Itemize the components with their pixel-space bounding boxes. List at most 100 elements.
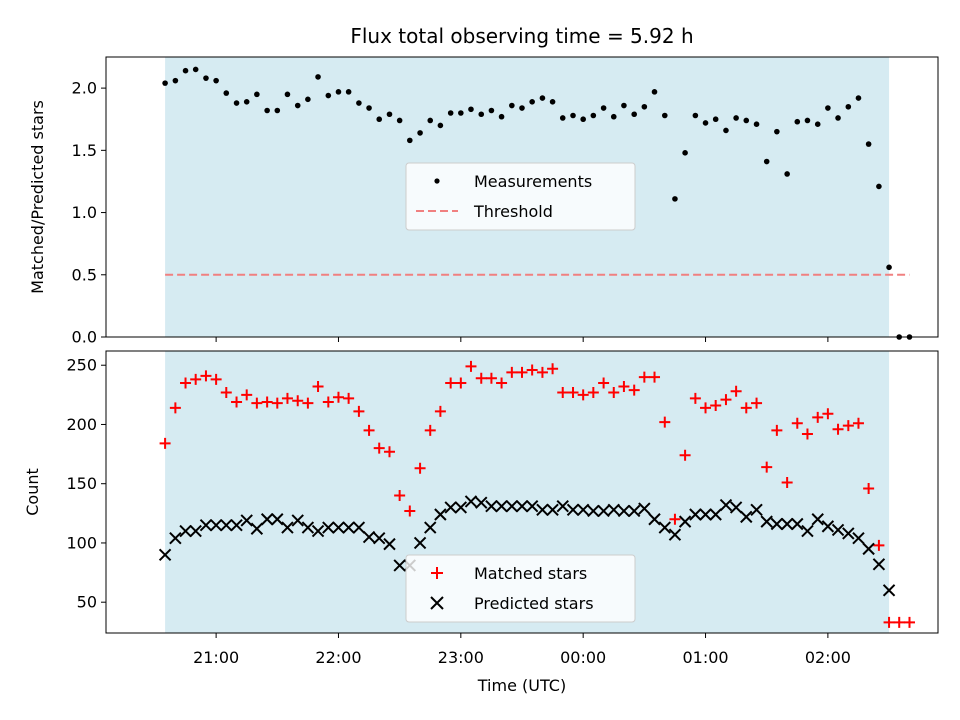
matched-star-point: [363, 424, 375, 436]
matched-star-point: [812, 411, 824, 423]
matched-star-point: [781, 477, 793, 489]
top-ytick-label: 1.5: [72, 141, 97, 160]
predicted-star-point: [311, 524, 325, 538]
measurement-point: [559, 115, 566, 121]
matched-star-point: [557, 386, 569, 398]
matched-star-point: [761, 461, 773, 473]
predicted-star-point: [220, 518, 233, 532]
measurement-point: [580, 116, 586, 123]
top-panel-title: Flux total observing time = 5.92 h: [350, 24, 693, 48]
matched-star-point: [496, 377, 508, 389]
predicted-star-point: [495, 500, 508, 513]
measurement-point: [488, 107, 495, 114]
measurement-point: [733, 115, 739, 121]
predicted-star-point: [424, 521, 437, 534]
measurement-point: [743, 117, 750, 124]
measurement-point: [264, 107, 270, 114]
bottom-xtick-label: 02:00: [805, 648, 851, 667]
matched-star-point: [679, 449, 691, 461]
measurement-point: [498, 113, 505, 120]
matched-star-point: [434, 405, 446, 417]
legend-predicted-label: Predicted stars: [474, 594, 594, 613]
predicted-star-point: [842, 527, 855, 540]
matched-star-point: [740, 402, 752, 414]
predicted-stars-points: [158, 495, 896, 597]
measurement-point: [570, 112, 576, 119]
predicted-star-point: [831, 523, 845, 537]
measurement-point: [519, 105, 525, 111]
measurement-point: [682, 150, 688, 156]
matched-star-point: [873, 539, 885, 551]
legend-measurements-marker: [434, 178, 440, 184]
matched-star-point: [353, 405, 365, 417]
matched-star-point: [801, 428, 813, 440]
bottom-legend: Matched stars Predicted stars: [405, 554, 636, 623]
top-ytick-label: 1.0: [72, 203, 97, 222]
top-ytick-label: 0.5: [72, 265, 97, 284]
matched-star-point: [414, 462, 426, 474]
measurement-point: [610, 113, 617, 120]
measurement-point: [203, 75, 209, 81]
matched-star-point: [445, 377, 457, 389]
predicted-star-point: [862, 542, 875, 556]
top-y-ticks: 0.0 0.5 1.0 1.5 2.0: [72, 79, 106, 347]
matched-star-point: [516, 366, 528, 378]
predicted-star-point: [485, 500, 498, 513]
matched-star-point: [608, 386, 620, 398]
matched-star-point: [373, 442, 385, 454]
predicted-star-point: [791, 517, 804, 531]
measurement-point: [345, 89, 352, 95]
matched-star-point: [271, 397, 283, 409]
measurement-points: [162, 66, 913, 340]
measurement-point: [284, 91, 291, 98]
top-legend: Measurements Threshold: [405, 162, 636, 231]
predicted-star-point: [209, 518, 223, 532]
predicted-star-point: [617, 504, 631, 518]
predicted-star-point: [373, 532, 386, 545]
matched-star-point: [261, 396, 273, 408]
matched-star-point: [220, 386, 232, 398]
matched-star-point: [730, 385, 742, 397]
measurement-point: [865, 141, 872, 147]
measurement-point: [641, 103, 648, 110]
measurement-point: [162, 80, 168, 86]
top-x-ticks: [215, 337, 829, 342]
measurement-point: [702, 120, 709, 126]
measurement-point: [835, 115, 841, 121]
measurement-point: [254, 91, 260, 98]
predicted-star-point: [454, 501, 468, 514]
matched-star-point: [383, 446, 395, 458]
measurement-point: [804, 117, 811, 124]
legend-matched-marker: [431, 567, 443, 579]
measurement-point: [590, 112, 597, 119]
predicted-star-point: [230, 518, 243, 532]
measurement-point: [814, 121, 821, 127]
predicted-star-point: [882, 584, 896, 597]
matched-star-point: [700, 402, 712, 414]
top-ytick-label: 0.0: [72, 328, 97, 347]
matched-star-point: [618, 381, 630, 393]
bottom-legend-box: [405, 554, 636, 623]
measurement-point: [876, 183, 882, 190]
measurement-point: [621, 102, 627, 109]
measurement-point: [549, 99, 556, 105]
predicted-star-point: [689, 508, 702, 521]
measurement-point: [712, 116, 719, 123]
predicted-star-point: [505, 500, 519, 513]
measurement-point: [243, 99, 250, 105]
bottom-panel: Count Time (UTC) 50 100 150 200 250 21:00 22:…: [23, 350, 939, 695]
bottom-x-ticks: 21:00 22:00 23:00 00:00 01:00 02:00: [193, 633, 851, 667]
measurement-point: [223, 90, 230, 96]
matched-star-point: [241, 389, 253, 401]
predicted-star-point: [169, 532, 182, 545]
measurement-point: [335, 89, 342, 95]
measurement-point: [386, 111, 393, 118]
bottom-panel-frame: [105, 350, 939, 634]
measurement-point: [315, 74, 321, 80]
predicted-star-point: [627, 504, 641, 518]
measurement-point: [478, 111, 485, 118]
predicted-star-point: [199, 518, 213, 532]
measurement-point: [661, 112, 668, 119]
predicted-star-point: [780, 517, 794, 531]
